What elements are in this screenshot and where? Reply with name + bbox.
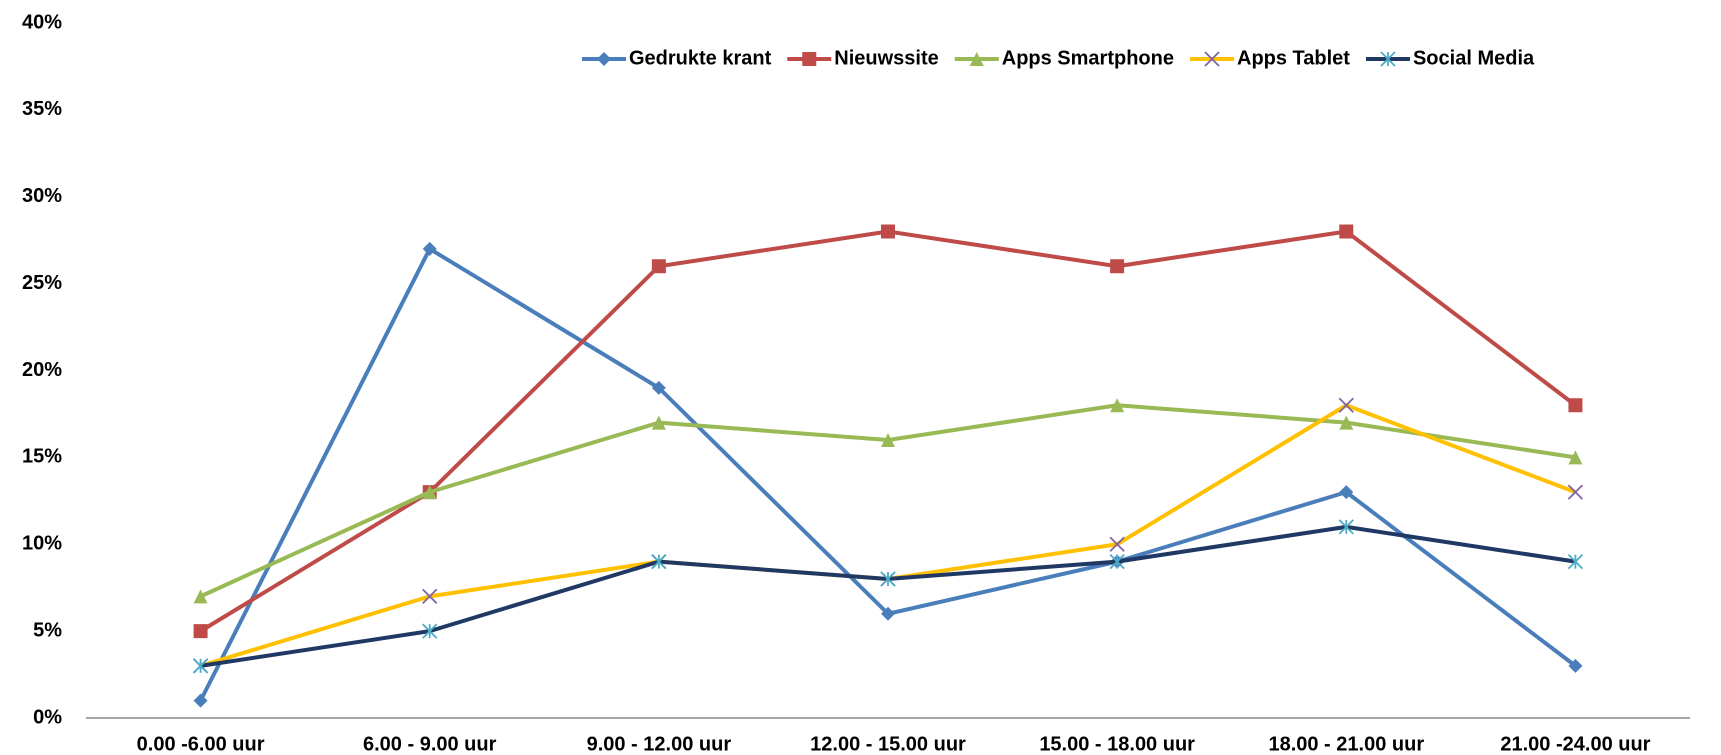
series [193, 398, 1583, 604]
marker [1110, 259, 1125, 274]
marker [1339, 415, 1354, 430]
x-tick-label: 6.00 - 9.00 uur [363, 733, 497, 755]
marker [969, 52, 984, 66]
series [192, 519, 1584, 674]
legend-item: Apps Tablet [1190, 47, 1350, 69]
marker [193, 693, 208, 708]
marker [1339, 224, 1354, 239]
marker [597, 52, 611, 66]
marker [422, 485, 437, 500]
y-tick-label: 35% [22, 98, 62, 120]
x-tick-label: 15.00 - 18.00 uur [1039, 733, 1195, 755]
marker [651, 553, 667, 570]
marker [1568, 658, 1583, 673]
marker [1568, 450, 1583, 465]
marker [1109, 553, 1125, 570]
marker [422, 588, 438, 605]
marker [1567, 553, 1584, 570]
legend-item: Apps Smartphone [954, 47, 1174, 69]
marker [1109, 536, 1125, 552]
marker [802, 52, 817, 66]
x-tick-label: 12.00 - 15.00 uur [810, 733, 966, 755]
marker [1568, 398, 1583, 413]
y-tick-label: 30% [22, 185, 62, 207]
marker [193, 589, 208, 604]
x-tick-label: 0.00 -6.00 uur [137, 733, 265, 755]
line [200, 524, 1576, 668]
marker [1567, 484, 1584, 500]
marker [1110, 398, 1125, 413]
marker [1380, 51, 1396, 67]
y-tick-label: 40% [22, 11, 62, 33]
legend-label: Apps Tablet [1237, 47, 1350, 69]
marker [881, 606, 895, 621]
x-tick-label: 21.00 -24.00 uur [1500, 733, 1650, 755]
marker [1339, 485, 1354, 500]
series [193, 241, 1583, 708]
legend-label: Gedrukte krant [629, 47, 772, 69]
y-tick-label: 15% [22, 446, 62, 468]
legend-item: Nieuwssite [787, 47, 939, 69]
marker [1338, 397, 1354, 413]
marker [193, 624, 208, 639]
marker [651, 380, 666, 395]
marker [422, 241, 437, 256]
y-tick-label: 20% [22, 359, 62, 381]
marker [881, 224, 895, 239]
y-tick-label: 5% [33, 619, 62, 641]
marker [881, 433, 895, 447]
legend-item: Social Media [1365, 47, 1535, 69]
x-tick-label: 18.00 - 21.00 uur [1268, 733, 1424, 755]
marker [422, 623, 438, 639]
y-tick-label: 25% [22, 272, 62, 294]
x-tick-label: 9.00 - 12.00 uur [587, 733, 732, 755]
y-tick-label: 0% [33, 706, 62, 728]
legend-label: Social Media [1413, 47, 1535, 69]
legend-item: Gedrukte krant [582, 47, 772, 69]
legend-label: Nieuwssite [834, 47, 938, 69]
marker [1338, 519, 1354, 535]
legend-label: Apps Smartphone [1002, 47, 1174, 69]
marker [651, 259, 666, 274]
marker [651, 415, 666, 430]
marker [1204, 51, 1220, 67]
marker [880, 571, 896, 587]
y-tick-label: 10% [22, 533, 62, 555]
marker [192, 658, 209, 674]
